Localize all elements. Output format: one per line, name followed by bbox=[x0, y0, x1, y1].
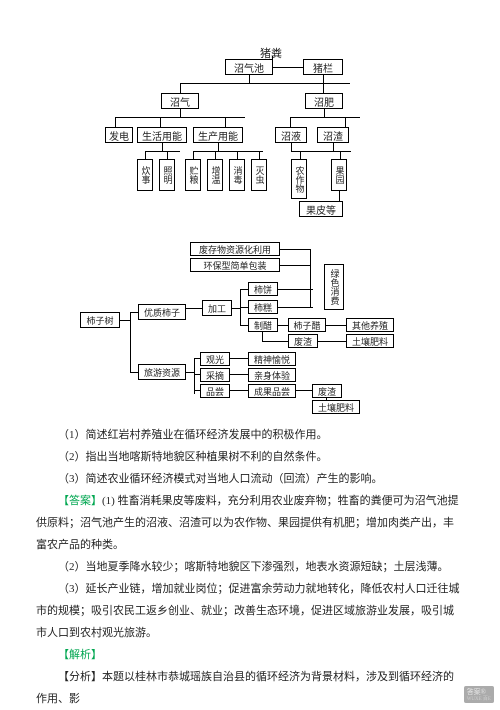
d2-soil-fert: 土壤肥料 bbox=[346, 334, 394, 348]
d2-tour-3: 品尝 bbox=[200, 384, 230, 398]
d1-life-energy: 生活用能 bbox=[137, 127, 187, 143]
d2-feel-2: 亲身体验 bbox=[248, 368, 296, 382]
d2-processing: 加工 bbox=[202, 300, 232, 316]
d2-waste: 废渣 bbox=[288, 334, 318, 348]
d2-waste2: 废渣 bbox=[312, 384, 342, 398]
answer-1: 【答案】(1) 牲畜消耗果皮等废料，充分利用农业废弃物；牲畜的粪便可为沼气池提供… bbox=[36, 490, 464, 556]
d1-residue: 沼渣 bbox=[317, 127, 349, 143]
d2-root: 柿子树 bbox=[80, 312, 120, 328]
d1-prod-energy: 生产用能 bbox=[193, 127, 243, 143]
d2-quality: 优质柿子 bbox=[138, 304, 186, 320]
d1-pest: 灭虫 bbox=[251, 159, 267, 191]
d2-tour-2: 采摘 bbox=[200, 368, 230, 382]
question-1: （1）简述红岩村养殖业在循环经济发展中的积极作用。 bbox=[36, 424, 464, 446]
diagram-1-pigpen-biogas: 猪粪 沼气池 猪栏 沼气 沼肥 发电 生活用能 生产用能 沼液 沼渣 炊事 照明… bbox=[105, 45, 395, 217]
diagram-2-persimmon: 柿子树 优质柿子 旅游资源 废存物资源化利用 环保型简单包装 加工 柿饼 柿糕 … bbox=[80, 242, 420, 412]
d1-orchard: 果园 bbox=[331, 159, 347, 191]
d2-eco-pack: 环保型简单包装 bbox=[190, 258, 280, 272]
d2-green: 绿色消费 bbox=[324, 264, 344, 310]
d2-vinegar: 柿子醋 bbox=[288, 318, 326, 332]
d1-cook: 炊事 bbox=[137, 159, 153, 191]
d2-tour-1: 观光 bbox=[200, 352, 230, 366]
d1-biogas: 沼气 bbox=[161, 93, 199, 109]
d1-disinfect: 消毒 bbox=[229, 159, 245, 191]
answer-label: 【答案】 bbox=[58, 495, 102, 507]
d2-feel-1: 精神愉悦 bbox=[248, 352, 296, 366]
d2-pastry: 柿糕 bbox=[248, 300, 278, 314]
d1-crops: 农作物 bbox=[291, 159, 307, 199]
d1-pigpen: 猪栏 bbox=[303, 59, 343, 75]
d2-vinegar-make: 制醋 bbox=[248, 318, 278, 332]
question-2: （2）指出当地喀斯特地貌区种植果树不利的自然条件。 bbox=[36, 446, 464, 468]
d2-cake: 柿饼 bbox=[248, 282, 278, 296]
answer-2: （2）当地夏季降水较少；喀斯特地貌区下渗强烈，地表水资源短缺；土层浅薄。 bbox=[36, 556, 464, 578]
watermark-text: 答案® bbox=[467, 688, 486, 696]
d2-tourism-res: 旅游资源 bbox=[138, 364, 186, 380]
d2-waste-use: 废存物资源化利用 bbox=[190, 242, 280, 256]
d1-biogas-pool: 沼气池 bbox=[225, 59, 273, 75]
d2-soil-fert2: 土壤肥料 bbox=[312, 400, 360, 414]
d1-peel: 果皮等 bbox=[299, 201, 343, 217]
d1-warm: 增温 bbox=[207, 159, 223, 191]
d1-power: 发电 bbox=[105, 127, 133, 143]
d1-liquid: 沼液 bbox=[275, 127, 307, 143]
answer-3: （3）延长产业链，增加就业岗位；促进富余劳动力就地转化，降低农村人口迁往城市的规… bbox=[36, 578, 464, 644]
analysis-label: 【解析】 bbox=[36, 644, 464, 666]
d2-feel-3: 成果品尝 bbox=[248, 384, 296, 398]
analysis-text: 【分析】本题以桂林市恭城瑶族自治县的循环经济为背景材料，涉及到循环经济的作用、影 bbox=[36, 666, 464, 710]
watermark: 答案® WUXE 百E bbox=[464, 686, 494, 703]
d1-light: 照明 bbox=[159, 159, 175, 191]
d2-other-breed: 其他养殖 bbox=[346, 318, 394, 332]
d1-store: 贮粮 bbox=[185, 159, 201, 191]
question-3: （3）简述农业循环经济模式对当地人口流动（回流）产生的影响。 bbox=[36, 468, 464, 490]
d1-biofert: 沼肥 bbox=[305, 93, 343, 109]
watermark-sub: WUXE 百E bbox=[467, 697, 491, 702]
